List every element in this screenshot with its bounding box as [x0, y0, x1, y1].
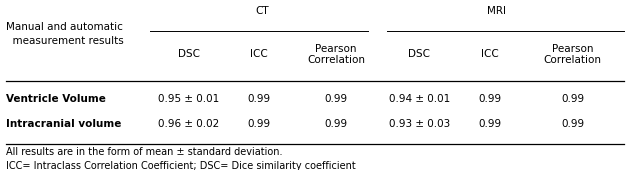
Text: DSC: DSC [408, 49, 430, 59]
Text: Intracranial volume: Intracranial volume [6, 119, 122, 129]
Text: Manual and automatic
  measurement results: Manual and automatic measurement results [6, 22, 124, 46]
Text: Ventricle Volume: Ventricle Volume [6, 95, 106, 104]
Text: 0.99: 0.99 [478, 119, 501, 129]
Text: ICC: ICC [250, 49, 268, 59]
Text: ICC= Intraclass Correlation Coefficient; DSC= Dice similarity coefficient: ICC= Intraclass Correlation Coefficient;… [6, 161, 356, 170]
Text: 0.99: 0.99 [478, 95, 501, 104]
Text: DSC: DSC [178, 49, 200, 59]
Text: 0.94 ± 0.01: 0.94 ± 0.01 [388, 95, 450, 104]
Text: 0.93 ± 0.03: 0.93 ± 0.03 [388, 119, 450, 129]
Text: 0.99: 0.99 [561, 119, 584, 129]
Text: 0.99: 0.99 [248, 95, 271, 104]
Text: 0.99: 0.99 [561, 95, 584, 104]
Text: 0.99: 0.99 [324, 95, 348, 104]
Text: 0.99: 0.99 [248, 119, 271, 129]
Text: All results are in the form of mean ± standard deviation.: All results are in the form of mean ± st… [6, 147, 283, 157]
Text: MRI: MRI [486, 6, 506, 16]
Text: ICC: ICC [481, 49, 499, 59]
Text: Pearson
Correlation: Pearson Correlation [544, 44, 602, 65]
Text: 0.99: 0.99 [324, 119, 348, 129]
Text: 0.96 ± 0.02: 0.96 ± 0.02 [158, 119, 220, 129]
Text: 0.95 ± 0.01: 0.95 ± 0.01 [158, 95, 220, 104]
Text: CT: CT [255, 6, 269, 16]
Text: Pearson
Correlation: Pearson Correlation [307, 44, 365, 65]
